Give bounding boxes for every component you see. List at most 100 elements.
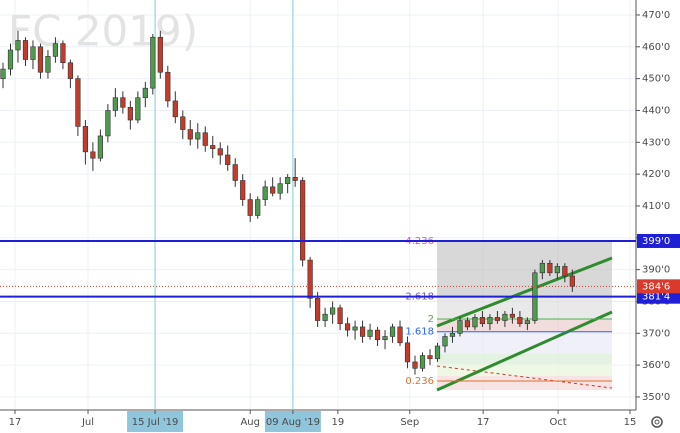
candle-body [262, 186, 268, 200]
candle-body [255, 199, 261, 216]
fib-zone [437, 332, 612, 354]
x-tick-label: Oct [549, 417, 566, 428]
candle-body [7, 49, 14, 70]
candle-body [52, 43, 59, 57]
candle-body [382, 336, 388, 340]
candle-body [524, 320, 530, 325]
candle-body [45, 56, 51, 73]
x-tick-highlight [127, 411, 184, 432]
candle-body [449, 332, 456, 337]
candle-body [517, 317, 523, 325]
candle-body [142, 87, 148, 99]
price-label-box [637, 279, 680, 294]
fib-zone [437, 354, 612, 364]
x-tick-label: 19 [331, 417, 344, 428]
candle-body [120, 97, 126, 108]
fib-zone [437, 297, 612, 319]
candle-body [15, 40, 21, 51]
candle-body [127, 106, 133, 121]
candle-body [359, 326, 366, 337]
candle-body [464, 320, 471, 328]
candle-body [562, 266, 568, 277]
fib-label: 2 [428, 314, 434, 325]
candle-body [240, 180, 246, 200]
settings-icon[interactable] [651, 416, 663, 428]
candle-body [494, 317, 501, 321]
candle-body [479, 317, 486, 325]
x-tick-label: 15 [624, 417, 637, 428]
y-tick-label: 450'0 [642, 74, 670, 85]
y-tick-label: 420'0 [642, 169, 670, 180]
candle-body [419, 355, 426, 369]
candle-body [112, 97, 118, 111]
candle-body [502, 313, 508, 321]
candle-body [37, 46, 44, 73]
channel-line [436, 310, 613, 392]
candle-body [90, 151, 96, 159]
y-tick-label: 390'0 [642, 265, 670, 276]
candle-body [412, 361, 418, 369]
price-label: 384'6 [642, 281, 670, 292]
candle-body [165, 71, 171, 102]
gear-center[interactable] [654, 419, 660, 425]
y-tick-label: 440'0 [642, 105, 670, 116]
fib-zone [437, 376, 612, 390]
y-tick-label: 350'0 [642, 392, 670, 403]
candle-body [187, 129, 193, 140]
candle-body [307, 259, 313, 299]
candle-body [292, 177, 298, 181]
candle-body [217, 148, 223, 156]
fib-label: 1.618 [405, 327, 434, 338]
candle-body [427, 355, 433, 360]
x-tick-label: 17 [477, 417, 490, 428]
candle-body [172, 100, 178, 118]
candle-body [352, 326, 358, 331]
candle-body [210, 145, 216, 149]
x-tick-label: 15 Jul '19 [132, 417, 179, 428]
x-tick-label: Jul [81, 417, 94, 428]
candle-body [232, 164, 238, 181]
candle-body [157, 36, 163, 73]
candle-body [457, 320, 463, 334]
y-tick-label: 410'0 [642, 201, 670, 212]
price-label-box [637, 233, 680, 248]
candle-body [195, 132, 201, 140]
candle-body [285, 177, 291, 184]
y-tick-label: 360'0 [642, 360, 670, 371]
trend-line [436, 365, 613, 389]
candle-body [105, 110, 111, 137]
candle-body [67, 62, 74, 79]
candle-body [389, 326, 396, 337]
drawings [436, 241, 613, 392]
fib-zone [437, 319, 612, 332]
candle-body [97, 135, 103, 159]
candle-body [322, 313, 328, 321]
candle-body [344, 323, 351, 331]
candle-body [539, 262, 545, 274]
candle-body [277, 183, 283, 194]
grid [0, 0, 636, 410]
candle-body [315, 297, 321, 321]
candle-body [75, 78, 81, 127]
candle-body [202, 132, 208, 146]
gear[interactable] [651, 416, 663, 428]
candle-body [554, 266, 560, 274]
candle-body [547, 262, 553, 274]
candle-body [247, 199, 253, 216]
candle-body [300, 180, 306, 261]
x-tick-highlight [264, 411, 321, 432]
candle-body [135, 97, 141, 121]
y-tick-label: 460'0 [642, 42, 670, 53]
candle-body [404, 342, 411, 363]
candle-body [374, 329, 381, 340]
x-tick-label: 17 [9, 417, 22, 428]
fib-label: 0.236 [405, 376, 434, 387]
candle-body [434, 345, 441, 360]
candle-body [225, 154, 231, 165]
price-label: 399'0 [642, 236, 670, 247]
candle-body [337, 307, 343, 325]
price-label: 381'4 [642, 292, 670, 303]
x-tick-label: Sep [400, 417, 419, 428]
candle-body [330, 307, 336, 315]
